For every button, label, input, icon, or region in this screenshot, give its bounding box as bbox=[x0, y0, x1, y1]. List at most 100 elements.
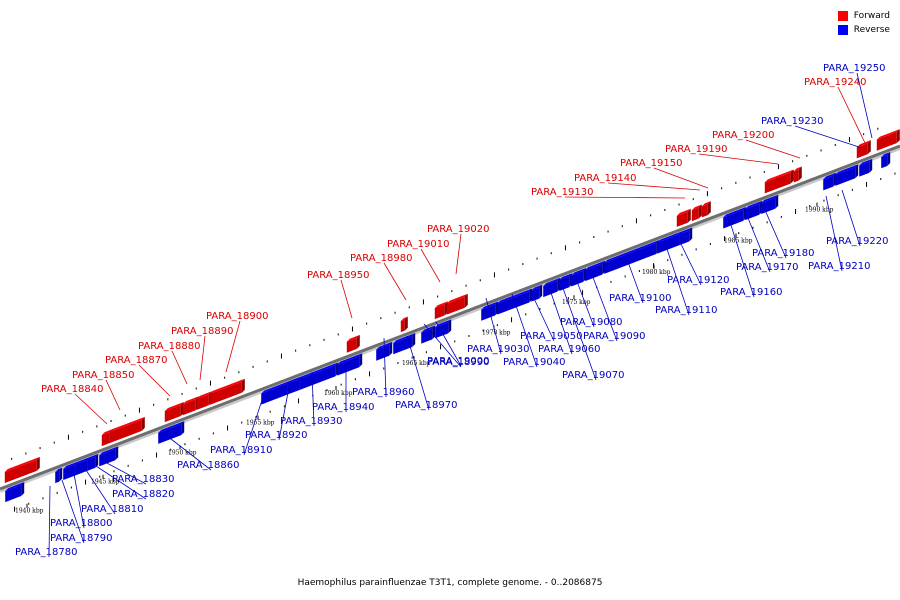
gene-top-face bbox=[164, 401, 184, 412]
gene-front-face bbox=[209, 381, 242, 405]
legend-reverse-label: Reverse bbox=[853, 25, 890, 35]
forward-gene-box bbox=[856, 140, 871, 159]
leader-line bbox=[559, 279, 597, 381]
gene-top-face bbox=[261, 380, 291, 394]
backbone-shadow bbox=[0, 146, 900, 493]
gene-front-face bbox=[109, 419, 142, 444]
reverse-gene-label: PARA_18830 bbox=[112, 474, 174, 485]
gene-top-face bbox=[101, 429, 113, 436]
leader-line bbox=[105, 379, 121, 411]
leader-line bbox=[665, 245, 690, 316]
kbp-label: 1965 kbp bbox=[402, 360, 431, 367]
forward-gene-box bbox=[196, 391, 212, 410]
leader-line bbox=[841, 189, 861, 247]
leader-line bbox=[653, 167, 709, 189]
leader-line bbox=[679, 241, 702, 286]
reverse-gene-box bbox=[723, 206, 747, 229]
leader-line bbox=[794, 125, 863, 149]
gene-front-face bbox=[881, 155, 888, 169]
gene-top-face bbox=[679, 227, 693, 235]
gene-end-face bbox=[115, 446, 119, 461]
gene-end-face bbox=[790, 169, 794, 184]
legend-forward: Forward bbox=[837, 9, 890, 23]
leader-line bbox=[171, 350, 188, 385]
gene-top-face bbox=[446, 293, 468, 304]
forward-gene-label: PARA_18890 bbox=[171, 326, 233, 337]
gene-front-face bbox=[261, 383, 288, 405]
forward-gene-label: PARA_19190 bbox=[665, 144, 727, 155]
forward-gene-label: PARA_19010 bbox=[387, 239, 449, 250]
gene-front-face bbox=[764, 172, 791, 194]
gene-front-face bbox=[158, 424, 182, 444]
gene-front-face bbox=[299, 365, 336, 391]
leader-line bbox=[511, 293, 538, 368]
forward-gene-box bbox=[400, 316, 408, 333]
gene-top-face bbox=[87, 453, 99, 460]
gene-front-face bbox=[101, 432, 110, 447]
gene-front-face bbox=[376, 344, 390, 361]
reverse-gene-label: PARA_19080 bbox=[560, 317, 622, 328]
reverse-gene-box bbox=[559, 273, 573, 292]
kbp-label: 1940 kbp bbox=[15, 508, 44, 515]
gene-front-face bbox=[604, 243, 657, 274]
kbp-label: 1970 kbp bbox=[482, 330, 511, 337]
gene-front-face bbox=[182, 399, 196, 416]
leader-line bbox=[225, 320, 241, 373]
gene-end-face bbox=[855, 164, 859, 179]
kbp-label: 1985 kbp bbox=[724, 238, 753, 245]
gene-front-face bbox=[745, 203, 760, 221]
reverse-gene-label: PARA_19110 bbox=[655, 305, 717, 316]
forward-gene-box bbox=[109, 416, 145, 444]
forward-gene-label: PARA_18840 bbox=[41, 384, 103, 395]
gene-front-face bbox=[446, 296, 465, 315]
leader-line bbox=[138, 364, 171, 397]
forward-gene-label: PARA_19140 bbox=[574, 173, 636, 184]
leader-line bbox=[747, 217, 771, 273]
reverse-gene-label: PARA_19040 bbox=[503, 357, 565, 368]
leader-line bbox=[564, 196, 686, 199]
gene-end-face bbox=[59, 467, 63, 482]
forward-gene-label: PARA_18880 bbox=[138, 341, 200, 352]
reverse-gene-box bbox=[393, 333, 416, 355]
gene-front-face bbox=[543, 280, 558, 298]
kbp-label: 1950 kbp bbox=[168, 449, 197, 456]
gene-top-face bbox=[63, 461, 79, 470]
reverse-gene-label: PARA_19170 bbox=[736, 262, 798, 273]
gene-end-face bbox=[95, 453, 99, 468]
forward-gene-box bbox=[691, 204, 702, 222]
forward-gene-box bbox=[764, 169, 794, 194]
leader-line bbox=[607, 182, 701, 191]
reverse-gene-label: PARA_19120 bbox=[667, 275, 729, 286]
gene-front-face bbox=[99, 449, 116, 467]
leader-line bbox=[856, 72, 873, 139]
gene-top-face bbox=[676, 208, 691, 216]
reverse-gene-label: PARA_19230 bbox=[761, 116, 823, 127]
gene-end-face bbox=[448, 319, 452, 334]
gene-top-face bbox=[793, 166, 802, 172]
forward-gene-label: PARA_19200 bbox=[712, 130, 774, 141]
backbone-group bbox=[0, 144, 900, 493]
gene-top-face bbox=[701, 201, 711, 207]
leader-line bbox=[574, 275, 595, 328]
reverse-gene-label: PARA_18860 bbox=[177, 460, 239, 471]
gene-end-face bbox=[539, 284, 543, 299]
reverse-gene-box bbox=[761, 194, 779, 215]
forward-gene-box bbox=[346, 334, 360, 353]
reverse-gene-label: PARA_18930 bbox=[280, 416, 342, 427]
gene-end-face bbox=[181, 421, 185, 436]
map-caption: Haemophilus parainfluenzae T3T1, complet… bbox=[297, 578, 603, 588]
label-group: PARA_18840 PARA_18850 PARA_18870 PARA_18880… bbox=[15, 63, 888, 558]
forward-gene-label: PARA_18870 bbox=[105, 355, 167, 366]
leader-line bbox=[406, 335, 430, 411]
kbp-label: 1975 kbp bbox=[562, 299, 591, 306]
leader-line bbox=[74, 393, 108, 425]
forward-gene-box bbox=[701, 201, 711, 218]
gene-top-face bbox=[434, 301, 448, 309]
gene-front-face bbox=[823, 175, 834, 191]
reverse-gene-label: PARA_19090 bbox=[583, 331, 645, 342]
leader-line bbox=[383, 262, 407, 301]
gene-front-face bbox=[434, 304, 445, 320]
gene-top-face bbox=[109, 416, 145, 433]
reverse-gene-box bbox=[859, 158, 873, 177]
